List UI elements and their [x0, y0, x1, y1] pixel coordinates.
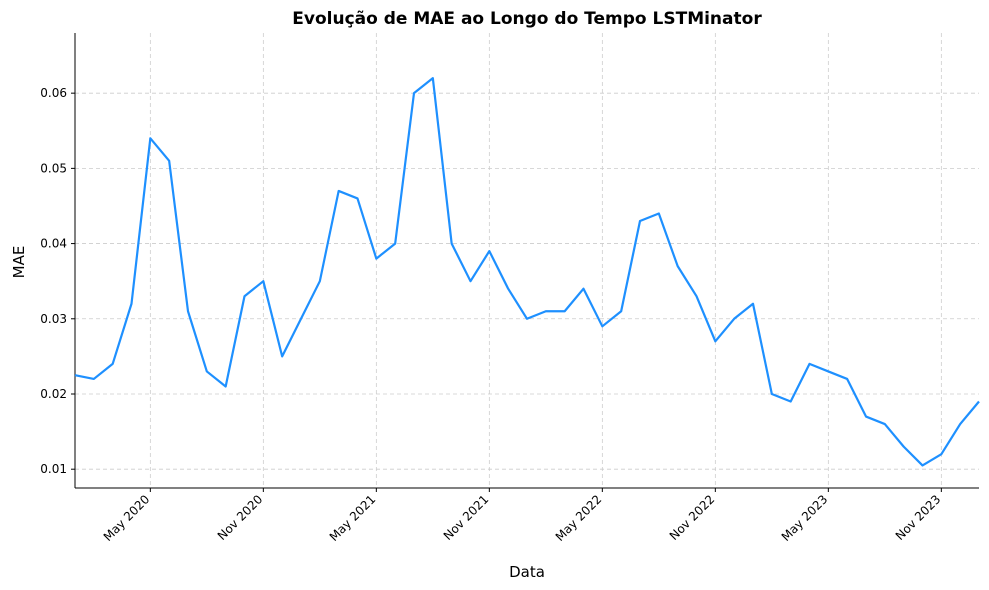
x-tick-label: May 2021 [327, 492, 379, 544]
y-tick-label: 0.03 [40, 312, 67, 326]
x-tick-label: Nov 2020 [215, 492, 266, 543]
y-tick-label: 0.05 [40, 161, 67, 175]
x-tick-label: May 2022 [553, 492, 605, 544]
x-axis-label: Data [509, 563, 545, 581]
x-tick-label: Nov 2021 [441, 492, 492, 543]
y-tick-label: 0.04 [40, 237, 67, 251]
x-tick-label: Nov 2022 [667, 492, 718, 543]
x-tick-label: May 2020 [101, 492, 153, 544]
y-tick-label: 0.06 [40, 86, 67, 100]
x-tick-label: May 2023 [779, 492, 831, 544]
y-tick-label: 0.01 [40, 462, 67, 476]
x-tick-label: Nov 2023 [893, 492, 944, 543]
y-axis-label: MAE [10, 246, 28, 279]
chart-title: Evolução de MAE ao Longo do Tempo LSTMin… [292, 9, 762, 29]
y-tick-label: 0.02 [40, 387, 67, 401]
line [74, 77, 980, 467]
